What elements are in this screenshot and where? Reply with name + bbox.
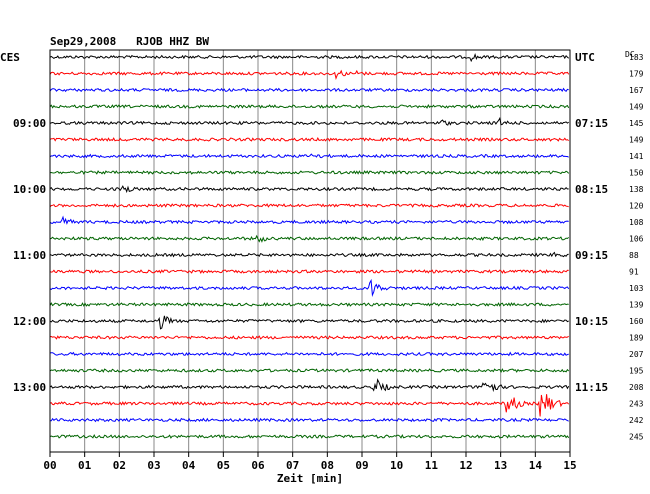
dc-value-label: 183	[629, 53, 644, 62]
seismic-trace	[49, 203, 569, 208]
seismic-trace	[49, 302, 569, 307]
dc-value-label: 141	[629, 152, 644, 161]
x-axis: 00 01 02 03 04 05 06 07 08 09 10 11 12 13 14 15	[43, 452, 577, 472]
dc-value-label: 120	[629, 202, 644, 211]
seismic-trace	[49, 104, 570, 109]
dc-value-label: 160	[629, 317, 644, 326]
dc-value-label: 207	[629, 350, 644, 359]
traces: 183 179 167 149 145 149 141 150 138 120 108 106 88 91…	[49, 53, 644, 442]
time-labels: 09:00 10:00 11:00 12:00 13:00 UTC 07:15 08:15 09…	[13, 51, 608, 394]
seismic-trace	[49, 170, 570, 175]
dc-value-label: 106	[629, 235, 644, 244]
x-tick-label: 05	[217, 459, 230, 472]
x-tick-label: 08	[321, 459, 334, 472]
dc-value-label: 149	[629, 103, 644, 112]
x-tick-label: 06	[251, 459, 265, 472]
dc-value-label: 103	[629, 284, 644, 293]
seismic-trace	[49, 137, 569, 143]
seismic-trace	[49, 53, 570, 63]
dc-value-label: 108	[629, 218, 644, 227]
dc-value-label: 243	[629, 400, 644, 409]
chart-title: Sep29,2008 RJOB HHZ BW	[50, 35, 209, 48]
dc-value-label: 242	[629, 416, 644, 425]
x-tick-label: 11	[425, 459, 439, 472]
dc-value-label: 91	[629, 268, 639, 277]
grid-lines	[84, 50, 536, 452]
x-axis-label: Zeit [min]	[277, 472, 343, 485]
left-hour-label: 12:00	[13, 315, 46, 328]
x-tick-label: 15	[563, 459, 576, 472]
right-hour-label: 11:15	[575, 381, 608, 394]
x-tick-label: 03	[147, 459, 160, 472]
dc-value-label: 189	[629, 334, 644, 343]
dc-header-label: DC	[625, 50, 635, 59]
plot-frame	[49, 49, 571, 453]
x-tick-label: 10	[390, 459, 403, 472]
left-hour-label: 11:00	[13, 249, 46, 262]
x-tick-label: 14	[529, 459, 543, 472]
dc-value-label: 139	[629, 301, 644, 310]
dc-value-label: 138	[629, 185, 644, 194]
dc-value-label: 149	[629, 136, 644, 145]
x-tick-label: 02	[113, 459, 126, 472]
seismic-trace	[49, 116, 570, 126]
left-timezone-label: CES	[0, 51, 20, 64]
dc-value-label: 145	[629, 119, 644, 128]
dc-value-label: 195	[629, 367, 644, 376]
seismic-trace	[49, 251, 569, 258]
dc-value-label: 88	[629, 251, 639, 260]
seismic-trace	[49, 378, 570, 393]
dc-value-label: 179	[629, 70, 644, 79]
seismic-trace	[49, 315, 569, 330]
seismic-trace	[49, 234, 570, 243]
seismic-trace	[49, 278, 570, 297]
dc-value-label: 245	[629, 433, 644, 442]
seismic-trace	[49, 433, 570, 439]
right-hour-label: 10:15	[575, 315, 608, 328]
seismic-trace	[49, 215, 569, 225]
right-hour-label: 07:15	[575, 117, 608, 130]
left-hour-label: 10:00	[13, 183, 46, 196]
x-tick-label: 04	[182, 459, 196, 472]
seismic-trace	[49, 185, 569, 194]
x-tick-label: 07	[286, 459, 299, 472]
x-tick-label: 09	[355, 459, 368, 472]
seismic-trace	[49, 394, 570, 417]
seismic-trace	[49, 153, 569, 159]
seismic-trace	[49, 368, 570, 373]
left-hour-label: 13:00	[13, 381, 46, 394]
left-hour-label: 09:00	[13, 117, 46, 130]
x-tick-label: 00	[43, 459, 56, 472]
dc-value-label: 167	[629, 86, 644, 95]
right-hour-label: 09:15	[575, 249, 608, 262]
seismic-trace	[49, 269, 569, 274]
right-hour-label: 08:15	[575, 183, 608, 196]
seismic-trace	[49, 335, 569, 340]
dc-value-label: 150	[629, 169, 644, 178]
seismic-trace	[49, 351, 569, 357]
right-hour-label: UTC	[575, 51, 595, 64]
seismic-trace	[49, 69, 570, 81]
seismic-trace	[50, 417, 569, 423]
x-tick-label: 13	[494, 459, 507, 472]
x-tick-label: 01	[78, 459, 92, 472]
dc-value-label: 208	[629, 383, 644, 392]
seismic-trace	[49, 87, 569, 93]
x-tick-label: 12	[459, 459, 472, 472]
